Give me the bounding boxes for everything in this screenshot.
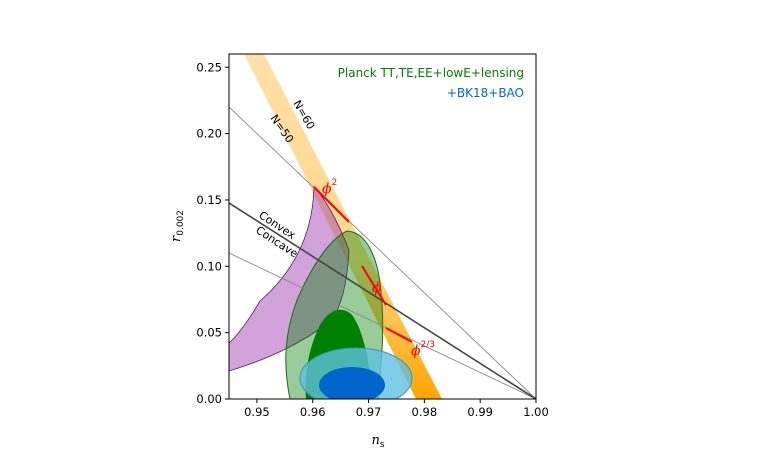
y-tick-label: 0.20	[196, 127, 222, 141]
y-tick-label: 0.00	[196, 392, 222, 406]
y-axis-label: r0.002	[169, 210, 186, 242]
x-tick-label: 0.98	[412, 405, 438, 419]
y-tick-label: 0.10	[196, 259, 222, 273]
y-tick-label: 0.25	[196, 60, 222, 74]
x-axis: 0.95 0.96 0.97 0.98 0.99 1.00	[244, 399, 549, 419]
x-tick-label: 0.99	[467, 405, 493, 419]
line-lower-thin	[229, 252, 536, 399]
n-band	[244, 54, 442, 399]
phi23-label: ϕ2/3	[411, 340, 435, 359]
line-upper-thin	[229, 106, 536, 399]
x-tick-label: 0.95	[244, 405, 270, 419]
purple-region	[229, 186, 350, 372]
x-tick-label: 0.96	[300, 405, 326, 419]
y-axis: 0.00 0.05 0.10 0.15 0.20 0.25	[196, 60, 229, 406]
phi2-label: ϕ2	[322, 178, 337, 197]
legend-entry-planck: Planck TT,TE,EE+lowE+lensing	[338, 66, 524, 80]
y-tick-label: 0.05	[196, 326, 222, 340]
legend-entry-bk18: +BK18+BAO	[447, 86, 524, 100]
x-tick-label: 1.00	[523, 405, 549, 419]
bk18-68-contour	[319, 367, 385, 399]
y-tick-label: 0.15	[196, 193, 222, 207]
plot-frame	[228, 53, 537, 400]
phi-label: ϕ	[372, 280, 382, 296]
x-tick-label: 0.97	[356, 405, 382, 419]
x-axis-label: ns	[371, 433, 384, 450]
phi2-segment	[313, 186, 350, 223]
phi23-segment	[385, 327, 413, 343]
plot-area	[229, 54, 536, 399]
phi-segment	[361, 265, 387, 306]
